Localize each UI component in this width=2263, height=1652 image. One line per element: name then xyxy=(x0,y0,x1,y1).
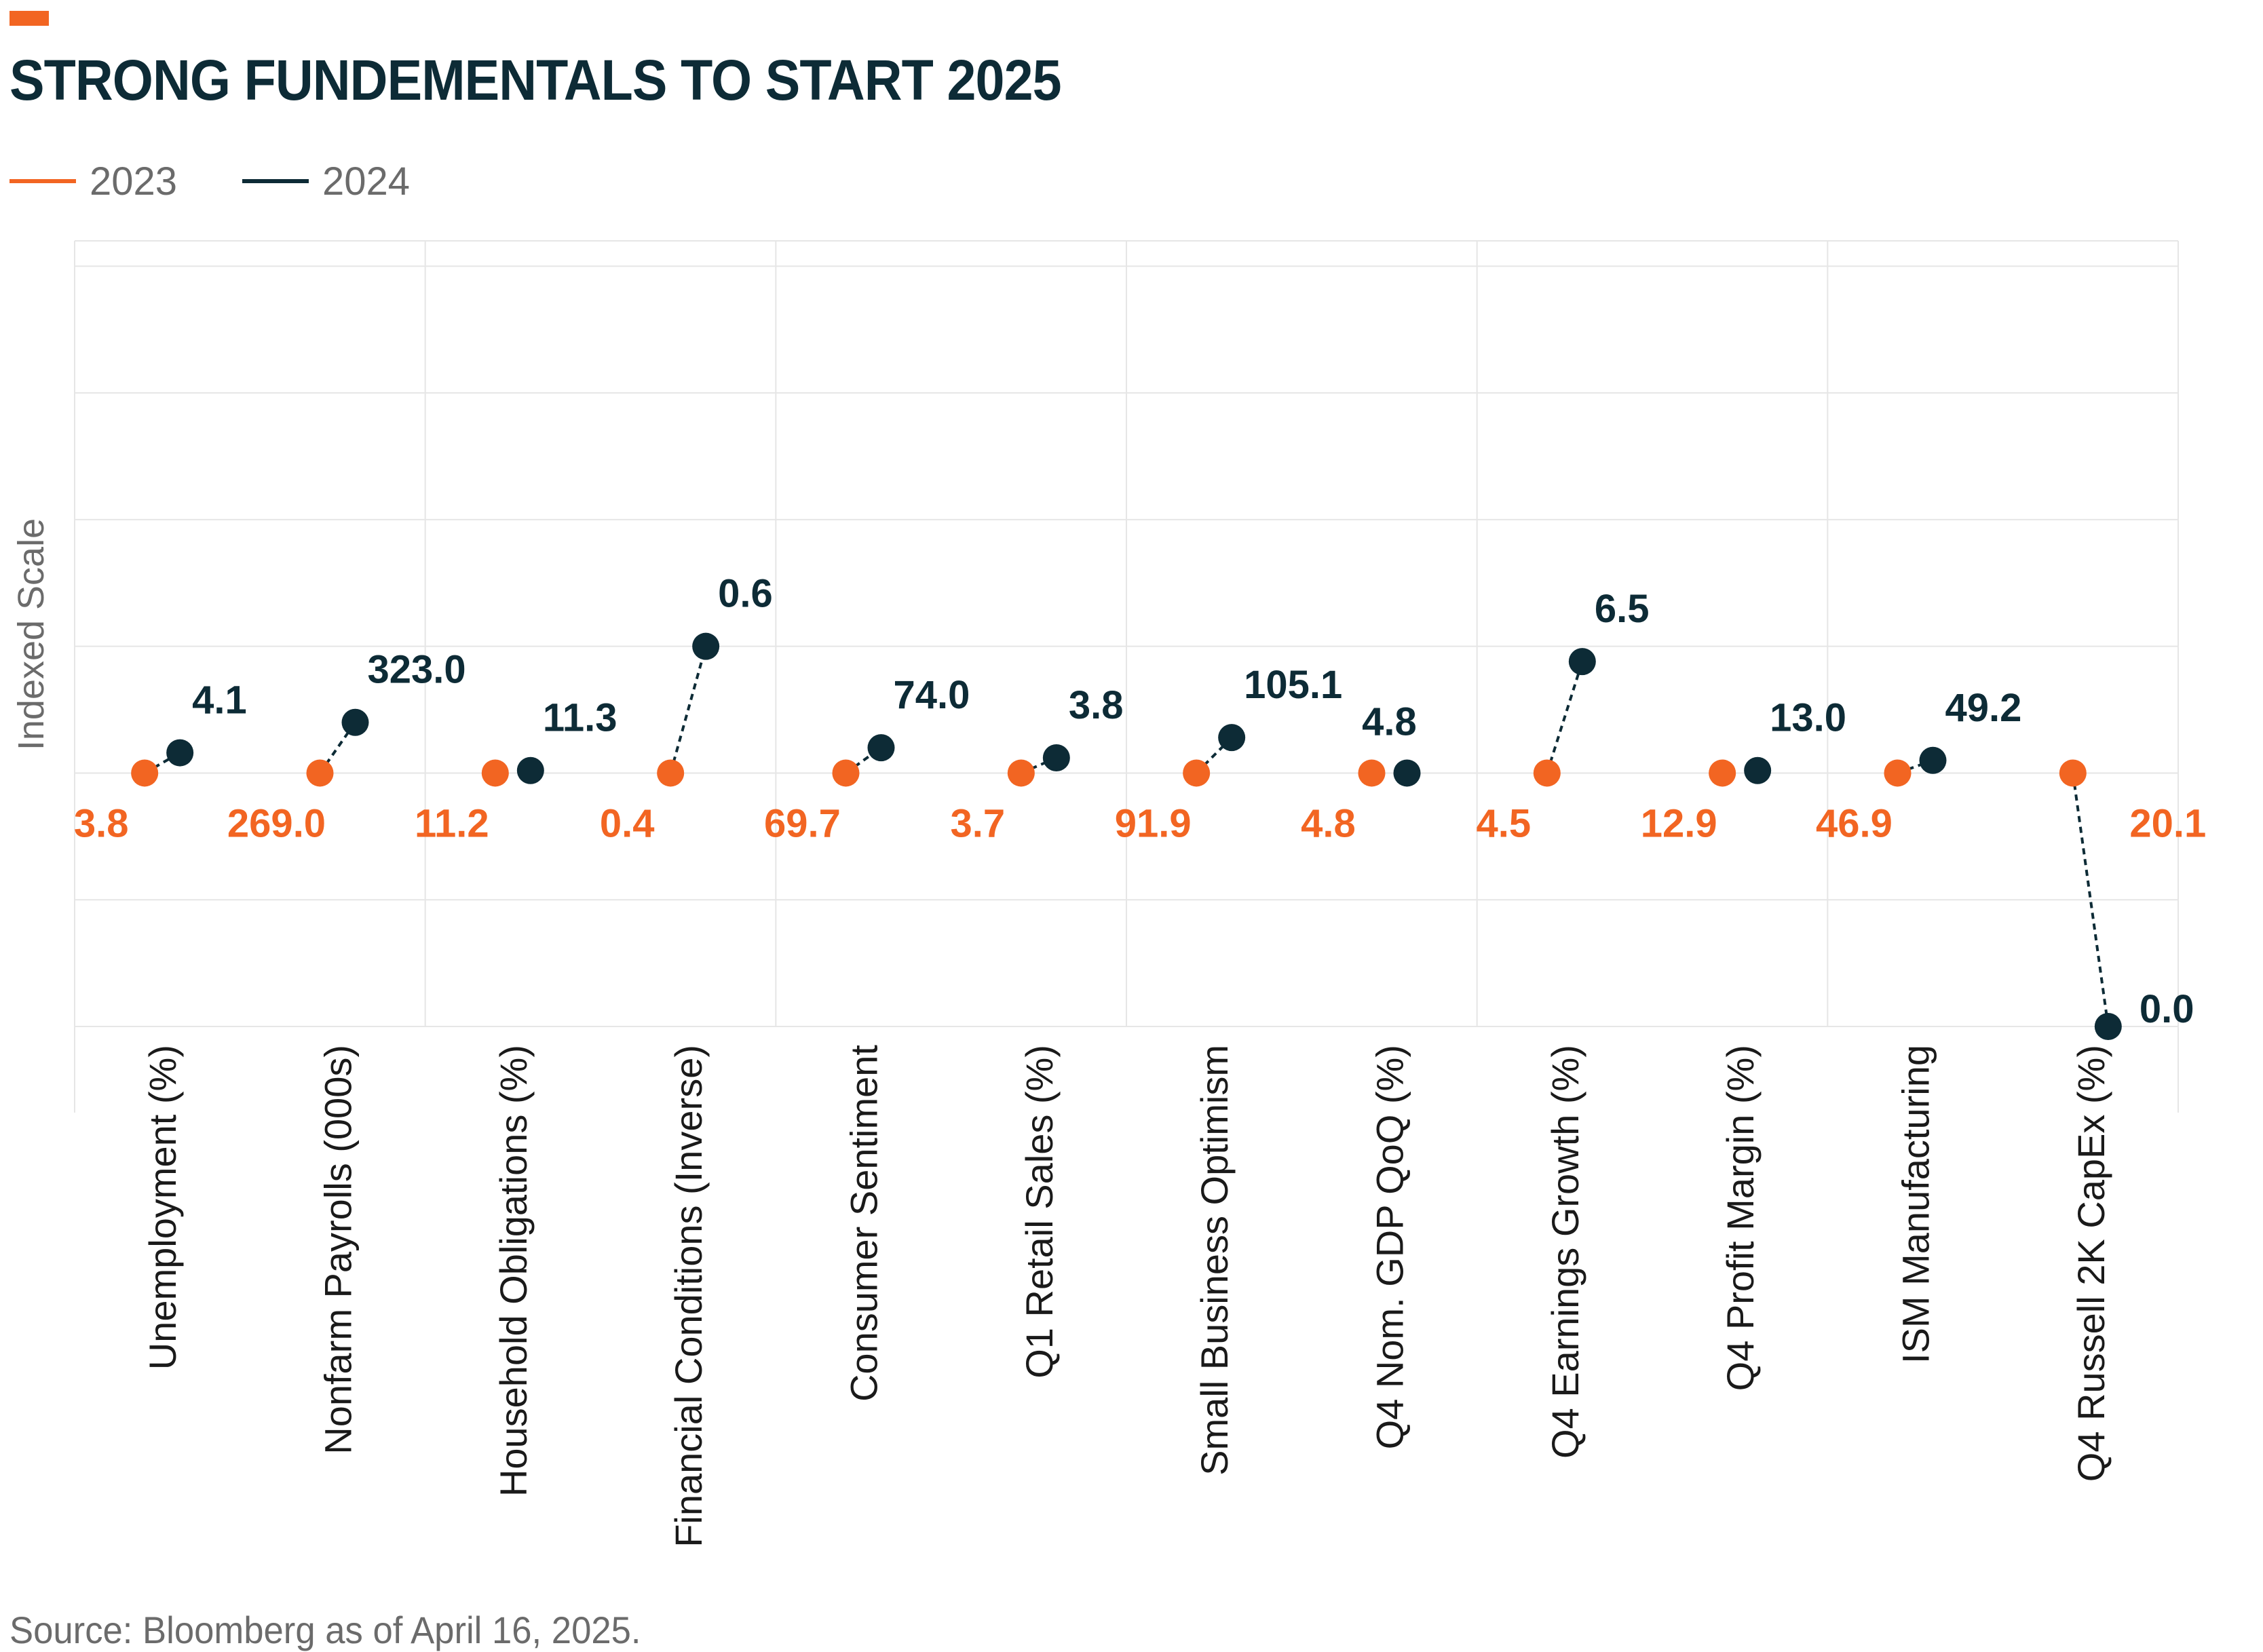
label-2024: 13.0 xyxy=(1770,696,1846,740)
grid-lines xyxy=(74,240,2179,1113)
point-2024 xyxy=(1042,744,1070,772)
label-2023: 4.5 xyxy=(1477,801,1532,845)
label-2024: 6.5 xyxy=(1595,587,1650,631)
point-2024 xyxy=(341,708,369,736)
point-2024 xyxy=(1568,648,1596,676)
x-tick-label: Q4 Russell 2K CapEx (%) xyxy=(2070,1045,2112,1482)
point-2024 xyxy=(166,739,194,767)
point-2024 xyxy=(1919,746,1947,774)
label-2024: 323.0 xyxy=(368,648,466,692)
label-2023: 3.7 xyxy=(951,801,1006,845)
legend: 2023 2024 xyxy=(9,157,475,205)
x-tick-label: Q4 Earnings Growth (%) xyxy=(1544,1045,1586,1459)
point-2024 xyxy=(1393,759,1421,787)
label-2023: 46.9 xyxy=(1816,801,1893,845)
connector-line xyxy=(1195,736,1233,774)
label-2023: 4.8 xyxy=(1301,801,1356,845)
point-2024 xyxy=(692,632,720,660)
connector-line xyxy=(669,646,708,773)
page-title: STRONG FUNDEMENTALS TO START 2025 xyxy=(9,48,1062,112)
point-2023 xyxy=(657,759,685,787)
data-points xyxy=(131,632,2122,1040)
point-2023 xyxy=(1709,759,1736,787)
point-2023 xyxy=(1183,759,1211,787)
label-2024: 74.0 xyxy=(894,673,970,717)
point-2024 xyxy=(1218,724,1246,752)
point-2024 xyxy=(516,756,544,784)
point-2023 xyxy=(1533,759,1561,787)
legend-swatch-2024 xyxy=(242,179,309,183)
label-2024: 4.1 xyxy=(192,678,247,723)
point-2024 xyxy=(867,734,895,762)
data-labels: 3.8 4.1 269.0 323.0 11.2 11.3 0.4 0.6 69.7 74.0 3.… xyxy=(74,572,2206,1031)
label-2023: 269.0 xyxy=(227,801,326,845)
x-tick-label: Q4 Nom. GDP QoQ (%) xyxy=(1369,1045,1411,1449)
source-note: Source: Bloomberg as of April 16, 2025. xyxy=(9,1609,641,1651)
label-2024: 0.6 xyxy=(718,572,773,616)
point-2023 xyxy=(832,759,860,787)
label-2024: 49.2 xyxy=(1945,686,2022,730)
point-2024 xyxy=(2094,1012,2122,1040)
label-2024: 4.8 xyxy=(1362,699,1417,744)
x-tick-label: Unemployment (%) xyxy=(141,1045,184,1370)
point-2024 xyxy=(1744,756,1772,784)
x-tick-label: Q1 Retail Sales (%) xyxy=(1018,1045,1061,1379)
point-2023 xyxy=(1358,759,1386,787)
x-tick-label: Household Obligations (%) xyxy=(492,1045,535,1497)
label-2023: 11.2 xyxy=(415,801,489,845)
point-2023 xyxy=(131,759,159,787)
point-2023 xyxy=(306,759,334,787)
x-tick-label: Small Business Optimism xyxy=(1193,1045,1236,1476)
point-2023 xyxy=(1007,759,1035,787)
label-2023: 3.8 xyxy=(74,801,129,845)
x-tick-label: Q4 Profit Margin (%) xyxy=(1719,1045,1762,1391)
point-2023 xyxy=(481,759,509,787)
x-tick-label: Nonfarm Payrolls (000s) xyxy=(317,1045,360,1455)
legend-label-2024: 2024 xyxy=(322,159,411,204)
legend-label-2023: 2023 xyxy=(90,159,178,204)
label-2023: 91.9 xyxy=(1115,801,1192,845)
label-2024: 11.3 xyxy=(543,696,617,740)
x-tick-label: ISM Manufacturing xyxy=(1895,1045,1937,1364)
title-accent-bar xyxy=(9,11,49,26)
label-2023: 69.7 xyxy=(764,801,841,845)
legend-item-2023: 2023 xyxy=(9,159,177,204)
label-2024: 0.0 xyxy=(2140,987,2194,1031)
point-2023 xyxy=(1884,759,1912,787)
x-tick-label: Consumer Sentiment xyxy=(843,1045,886,1402)
label-2024: 105.1 xyxy=(1244,663,1342,707)
label-2024: 3.8 xyxy=(1069,683,1124,727)
label-2023: 12.9 xyxy=(1641,801,1717,845)
legend-item-2024: 2024 xyxy=(242,159,410,204)
legend-swatch-2023 xyxy=(9,179,76,183)
label-2023: 0.4 xyxy=(600,801,655,845)
connector-line xyxy=(1545,661,1584,774)
x-tick-labels: Unemployment (%) Nonfarm Payrolls (000s) H… xyxy=(141,1045,2112,1548)
y-axis-label: Indexed Scale xyxy=(11,518,52,750)
label-2023: 20.1 xyxy=(2129,801,2206,845)
point-2023 xyxy=(2059,759,2087,787)
x-tick-label: Financial Conditions (Inverse) xyxy=(667,1045,710,1548)
